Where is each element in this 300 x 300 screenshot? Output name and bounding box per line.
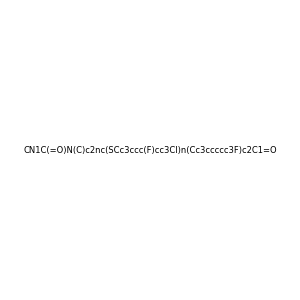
Text: CN1C(=O)N(C)c2nc(SCc3ccc(F)cc3Cl)n(Cc3ccccc3F)c2C1=O: CN1C(=O)N(C)c2nc(SCc3ccc(F)cc3Cl)n(Cc3cc…: [23, 146, 277, 154]
